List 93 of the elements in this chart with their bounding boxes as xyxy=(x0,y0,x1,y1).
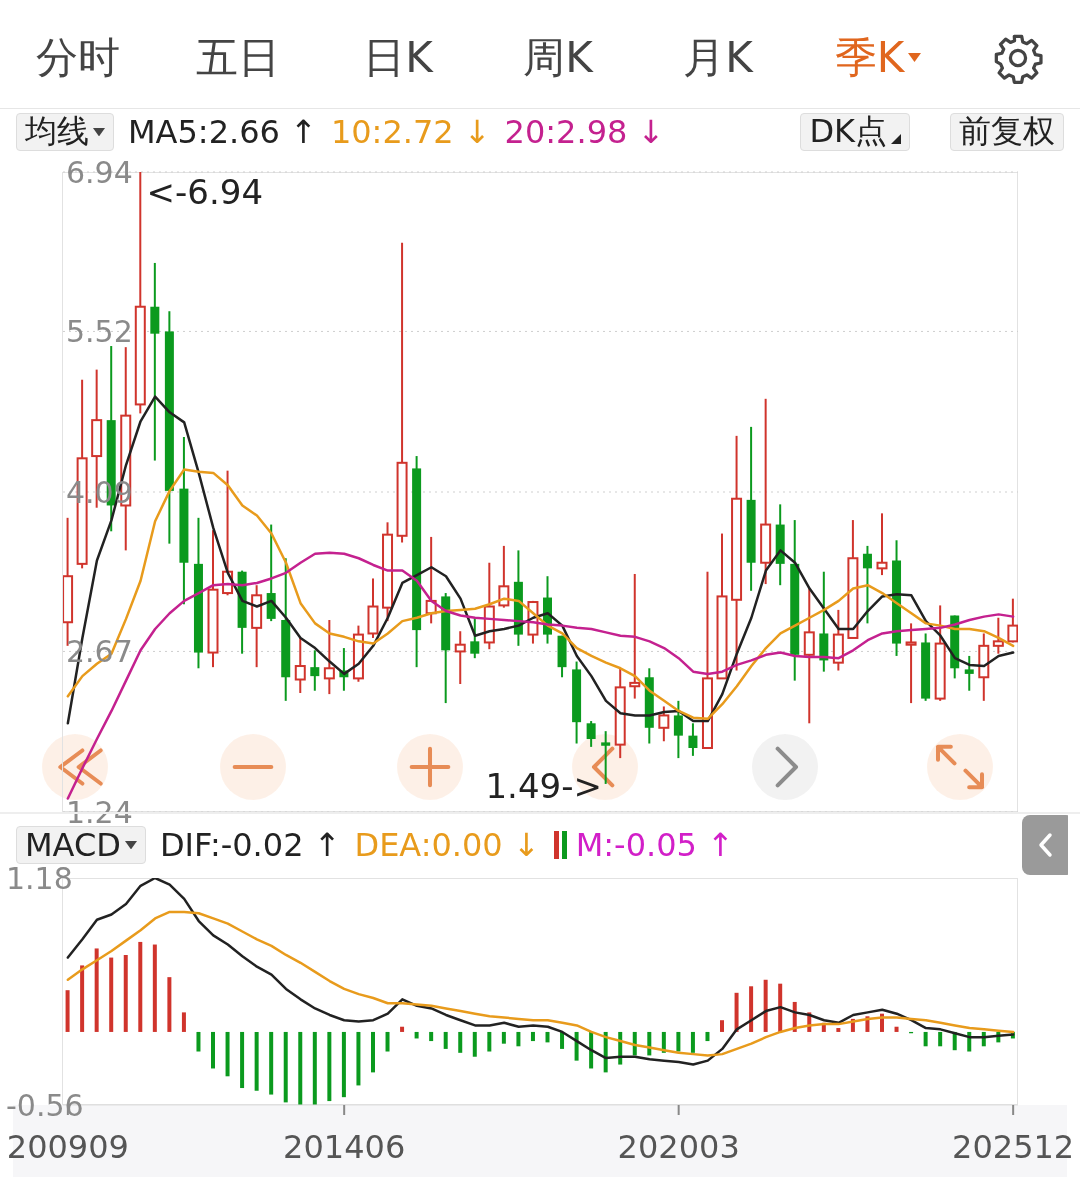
bar xyxy=(123,954,128,1032)
candlestick xyxy=(310,649,320,692)
text: 季K xyxy=(834,32,905,84)
bar xyxy=(109,957,114,1032)
bar xyxy=(225,1031,230,1077)
bar xyxy=(138,941,143,1032)
candlestick xyxy=(294,636,306,694)
bar xyxy=(487,1031,492,1052)
candlestick xyxy=(876,512,888,577)
candlestick xyxy=(1007,597,1018,644)
bar xyxy=(240,1031,245,1089)
candlestick xyxy=(688,722,698,757)
bar xyxy=(516,1031,521,1047)
y-tick-label: 6.94 xyxy=(66,154,133,190)
bar xyxy=(545,1031,550,1043)
candlestick xyxy=(150,261,160,462)
bar xyxy=(370,1031,375,1073)
annotation: <-6.94 xyxy=(146,172,264,212)
bar xyxy=(429,1031,434,1042)
bar xyxy=(356,1031,361,1086)
bar xyxy=(690,1031,695,1053)
bar xyxy=(443,1031,448,1049)
line-series xyxy=(66,551,1015,800)
bar xyxy=(923,1031,928,1047)
bar xyxy=(298,1031,303,1105)
bar xyxy=(530,1031,535,1042)
bar xyxy=(327,1031,332,1102)
series-label: DIF:-0.02 ↑ xyxy=(159,826,341,864)
text: 分时 xyxy=(36,32,120,84)
line-series xyxy=(66,910,1015,1057)
bar xyxy=(501,1031,506,1044)
bar xyxy=(269,1031,274,1095)
line-series xyxy=(66,468,1015,721)
candlestick xyxy=(803,587,815,725)
text: 20:2.98 ↓ xyxy=(504,113,665,151)
bar xyxy=(749,986,754,1032)
legend-label: M:-0.05 ↑ xyxy=(575,826,734,864)
candlestick xyxy=(964,654,974,692)
bar xyxy=(763,979,768,1032)
candlestick xyxy=(629,572,641,700)
bar xyxy=(167,977,172,1032)
text: 前复权 xyxy=(959,111,1055,152)
text: 日K xyxy=(363,32,433,84)
bar xyxy=(734,992,739,1032)
candlestick xyxy=(323,619,335,696)
text: DK点 xyxy=(809,111,887,152)
text: 月K xyxy=(683,32,753,84)
text: 10:2.72 ↓ xyxy=(330,113,491,151)
bar xyxy=(938,1031,943,1047)
candlestick xyxy=(658,705,670,743)
bar xyxy=(705,1031,710,1042)
text: MA5:2.66 ↑ xyxy=(128,113,317,151)
candlestick xyxy=(862,544,872,625)
bar xyxy=(778,983,783,1032)
bar xyxy=(720,1020,725,1032)
y-tick-label: 5.52 xyxy=(66,313,133,349)
bar xyxy=(472,1031,477,1057)
bar xyxy=(181,1012,186,1032)
candlestick xyxy=(586,720,596,748)
bar xyxy=(894,1026,899,1032)
bar xyxy=(458,1031,463,1053)
text: DEA:0.00 ↓ xyxy=(354,826,540,864)
bar xyxy=(80,965,85,1032)
y-tick-label: -0.56 xyxy=(6,1087,84,1123)
bar xyxy=(560,1031,565,1049)
candlestick xyxy=(673,699,683,760)
text: 五日 xyxy=(196,32,280,84)
x-tick-label: 202003 xyxy=(617,1128,740,1166)
bar xyxy=(312,1031,317,1105)
x-tick-label: 201406 xyxy=(283,1128,406,1166)
bar xyxy=(65,990,70,1032)
candlestick xyxy=(905,622,917,705)
candlestick xyxy=(470,616,480,660)
bar xyxy=(836,1028,841,1032)
candlestick xyxy=(454,630,466,685)
x-tick-label: 202512 xyxy=(952,1128,1075,1166)
bar xyxy=(385,1031,390,1052)
x-tick-label: 200909 xyxy=(6,1128,129,1166)
bar xyxy=(254,1031,259,1091)
candlestick xyxy=(992,616,1004,655)
text: 周K xyxy=(523,32,593,84)
bar xyxy=(94,948,99,1032)
bar xyxy=(414,1031,419,1039)
annotation: 1.49-> xyxy=(485,765,602,806)
text: 均线 xyxy=(25,111,89,152)
bar xyxy=(152,944,157,1032)
bar xyxy=(283,1031,288,1103)
bar xyxy=(196,1031,201,1052)
candlestick xyxy=(601,730,611,785)
bar xyxy=(400,1026,405,1032)
bar xyxy=(676,1031,681,1052)
bar xyxy=(341,1031,346,1098)
bar xyxy=(211,1031,216,1069)
